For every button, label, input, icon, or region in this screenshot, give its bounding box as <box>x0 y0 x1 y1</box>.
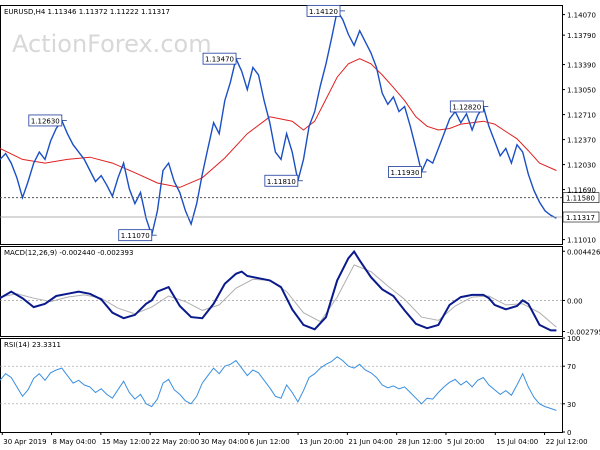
x-tick-label: 22 May 20:00 <box>151 438 199 446</box>
x-tick-label: 6 Jun 12:00 <box>250 438 290 446</box>
x-tick-label: 13 Jun 20:00 <box>299 438 343 446</box>
x-tick-label: 22 Jul 12:00 <box>546 438 588 446</box>
rsi-panel-title: RSI(14) 23.3311 <box>4 341 61 349</box>
rsi-panel-frame <box>0 338 563 433</box>
rsi-y-tick-label: 100 <box>567 335 580 343</box>
price-y-tick-label: 1.12370 <box>567 137 596 145</box>
macd-y-tick-label: 0.00 <box>567 297 583 305</box>
x-tick-label: 28 Jun 12:00 <box>398 438 442 446</box>
rsi-y-tick-label: 0 <box>567 429 571 437</box>
macd-y-tick-label: -0.002795 <box>567 329 600 337</box>
price-y-tick-label: 1.13050 <box>567 87 596 95</box>
price-y-tick-label: 1.12710 <box>567 112 596 120</box>
hline-axis-label-box <box>562 192 600 203</box>
current-price-axis-label-box <box>562 211 600 223</box>
current-price-axis-label: 1.11317 <box>566 214 595 222</box>
x-tick-label: 8 May 04:00 <box>53 438 97 446</box>
price-y-tick-label: 1.14070 <box>567 12 596 20</box>
x-tick-label: 30 Apr 2019 <box>3 438 46 446</box>
swing-annotation-label: 1.13470 <box>205 56 234 64</box>
hline-axis-label: 1.11580 <box>566 195 595 203</box>
moving-average-line <box>0 58 557 188</box>
x-tick-label: 15 May 12:00 <box>102 438 150 446</box>
rsi-y-tick-label: 70 <box>567 363 576 371</box>
macd-y-tick-label: 0.004426 <box>567 248 600 256</box>
price-y-tick-label: 1.11010 <box>567 237 596 245</box>
watermark-text: ActionForex.com <box>12 30 212 58</box>
swing-annotation-label: 1.11070 <box>121 232 150 240</box>
macd-panel-title: MACD(12,26,9) -0.002440 -0.002393 <box>4 249 133 257</box>
price-panel-frame <box>0 5 563 245</box>
rsi-line <box>0 356 557 411</box>
swing-annotation-box <box>118 229 153 242</box>
price-line <box>0 9 557 238</box>
swing-annotation-label: 1.14120 <box>309 8 338 16</box>
x-tick-label: 15 Jul 04:00 <box>496 438 538 446</box>
x-tick-label: 30 May 04:00 <box>200 438 248 446</box>
price-y-tick-label: 1.13390 <box>567 62 596 70</box>
swing-annotation-label: 1.12820 <box>452 103 481 111</box>
price-panel-title: EURUSD,H4 1.11346 1.11372 1.11222 1.1131… <box>4 8 170 16</box>
rsi-y-tick-label: 30 <box>567 401 576 409</box>
price-y-tick-label: 1.12030 <box>567 162 596 170</box>
swing-annotation-label: 1.11930 <box>391 169 420 177</box>
price-y-tick-label: 1.11690 <box>567 187 596 195</box>
price-y-tick-label: 1.13790 <box>567 32 596 40</box>
x-tick-label: 5 Jul 20:00 <box>447 438 485 446</box>
macd-panel-frame <box>0 246 563 337</box>
swing-annotation-label: 1.11810 <box>267 178 296 186</box>
macd-line <box>0 249 557 332</box>
swing-annotation-label: 1.12630 <box>31 117 60 125</box>
x-tick-label: 21 Jun 04:00 <box>348 438 392 446</box>
